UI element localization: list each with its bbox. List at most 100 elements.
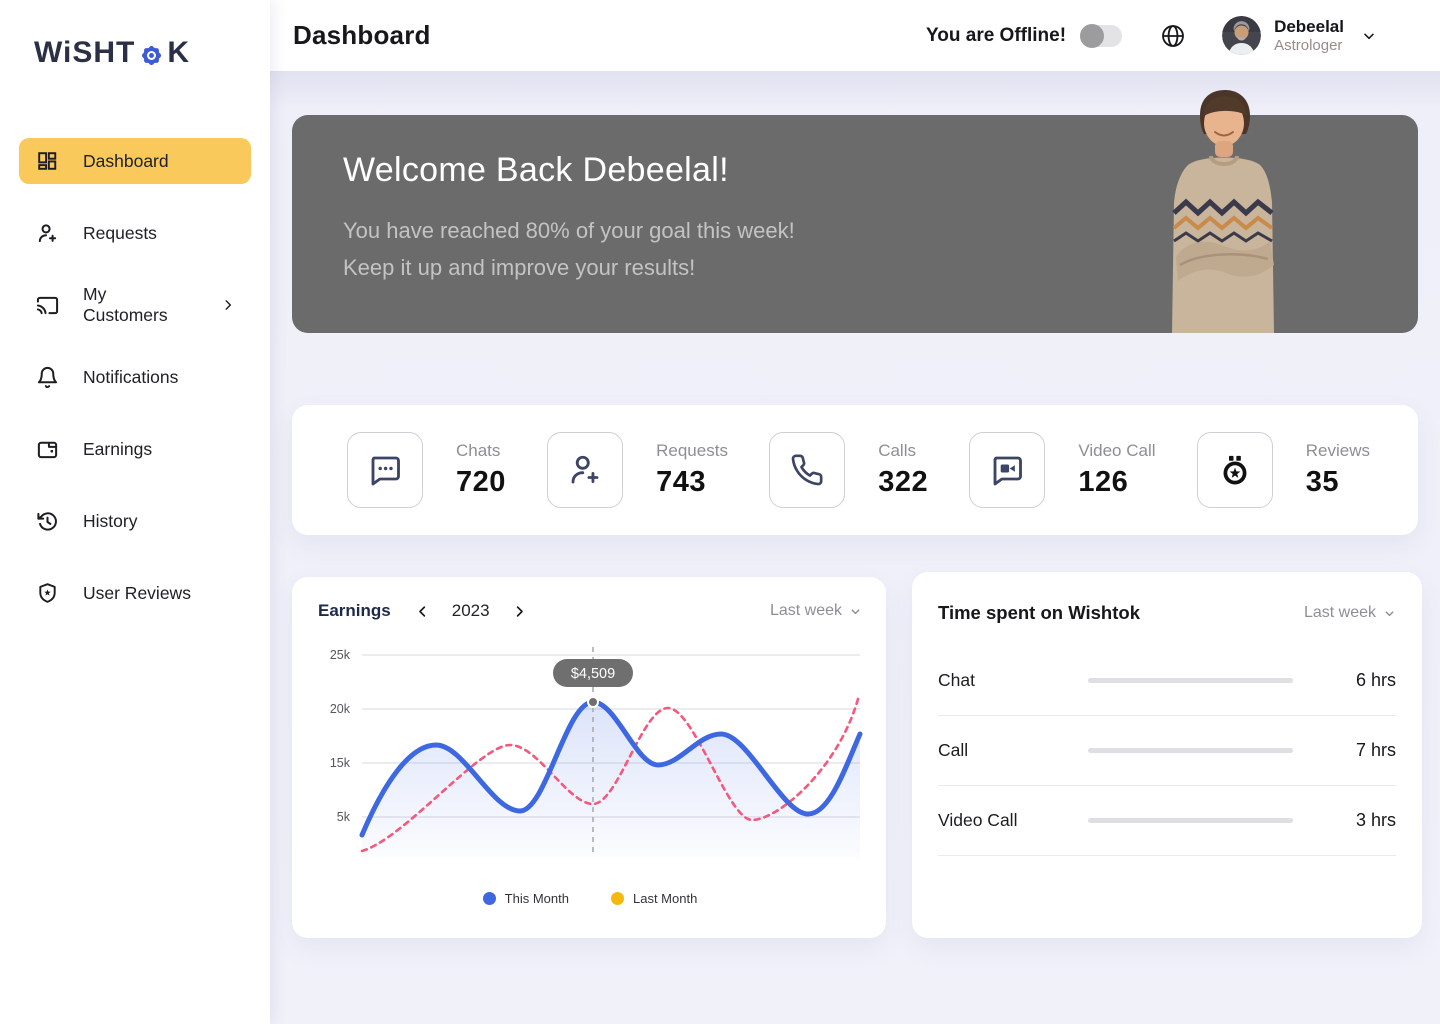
chevron-left-icon[interactable] xyxy=(415,604,430,619)
earnings-chart-card: Earnings 2023 Last week xyxy=(292,577,886,938)
stat-calls: Calls 322 xyxy=(769,432,928,508)
chart-tooltip: $4,509 xyxy=(553,659,633,687)
sidebar-item-earnings[interactable]: Earnings xyxy=(19,426,251,472)
video-chat-icon xyxy=(969,432,1046,508)
welcome-line-1: You have reached 80% of your goal this w… xyxy=(343,218,795,243)
time-row-label: Video Call xyxy=(938,810,1018,830)
time-spent-title: Time spent on Wishtok xyxy=(938,602,1140,623)
chevron-right-icon xyxy=(221,298,235,312)
sidebar-item-label: Earnings xyxy=(83,438,153,459)
stat-text: Calls 322 xyxy=(878,441,928,499)
this-month-area xyxy=(362,702,860,857)
stat-label: Calls xyxy=(878,441,916,460)
time-row-value: 6 hrs xyxy=(1355,670,1396,690)
yellow-dot-icon xyxy=(610,892,624,905)
this-month-line xyxy=(359,699,863,838)
history-clock-icon xyxy=(35,509,59,533)
wallet-icon xyxy=(35,437,59,461)
logo-text-left: WiSHT xyxy=(34,36,136,69)
user-avatar[interactable] xyxy=(1222,16,1262,55)
earnings-header: Earnings 2023 Last week xyxy=(318,601,862,621)
sidebar-item-label: User Reviews xyxy=(83,582,191,603)
legend-label: This Month xyxy=(504,891,569,906)
sidebar-item-label: My Customers xyxy=(83,284,168,325)
globe-icon[interactable] xyxy=(1160,23,1186,49)
person-add-icon xyxy=(547,432,624,508)
legend-label: Last Month xyxy=(632,891,698,906)
stats-summary-card: Chats 720 Requests 743 xyxy=(292,405,1418,535)
stat-label: Reviews xyxy=(1305,441,1370,460)
page-title: Dashboard xyxy=(293,20,431,50)
time-row-video-call: Video Call 3 hrs xyxy=(938,786,1396,856)
time-row-call: Call 7 hrs xyxy=(938,716,1396,786)
year-navigation: 2023 xyxy=(415,601,527,621)
chevron-down-icon xyxy=(1385,610,1394,616)
time-spent-range-dropdown[interactable]: Last week xyxy=(1304,604,1396,622)
stat-value: 35 xyxy=(1305,466,1339,498)
sidebar-nav: Dashboard Requests My Customers xyxy=(0,138,270,616)
stat-value: 720 xyxy=(456,466,506,498)
wishtok-logo[interactable]: WiSHT K xyxy=(0,0,270,70)
tooltip-value: $4,509 xyxy=(571,666,615,682)
time-spent-card: Time spent on Wishtok Last week Chat 6 h… xyxy=(912,572,1422,938)
sidebar: WiSHT K Dashboard xyxy=(0,0,270,1024)
stat-text: Video Call 126 xyxy=(1078,441,1155,499)
online-status-toggle[interactable] xyxy=(1080,23,1123,48)
chat-progress-bar xyxy=(1088,678,1293,683)
sidebar-item-history[interactable]: History xyxy=(19,498,251,544)
range-label: Last week xyxy=(769,602,842,619)
earnings-range-dropdown[interactable]: Last week xyxy=(770,602,862,620)
welcome-subtitle: You have reached 80% of your goal this w… xyxy=(343,212,1418,286)
chevron-right-icon[interactable] xyxy=(512,604,527,619)
stat-value: 322 xyxy=(878,466,929,498)
ytick-25k: 25k xyxy=(330,648,351,662)
time-spent-header: Time spent on Wishtok Last week xyxy=(938,572,1396,646)
sidebar-item-label: Requests xyxy=(83,222,157,243)
ytick-20k: 20k xyxy=(330,702,351,716)
sidebar-item-my-customers[interactable]: My Customers xyxy=(19,282,251,328)
gear-icon xyxy=(142,45,162,65)
time-row-label: Call xyxy=(938,740,969,760)
sidebar-item-label: Dashboard xyxy=(83,150,169,171)
sidebar-item-label: Notifications xyxy=(83,366,179,387)
earnings-title: Earnings xyxy=(318,601,391,620)
dashboard-grid-icon xyxy=(35,149,59,173)
user-name: Debeelal xyxy=(1274,17,1344,37)
sidebar-item-notifications[interactable]: Notifications xyxy=(19,354,251,400)
time-row-chat: Chat 6 hrs xyxy=(938,646,1396,716)
earnings-line-chart: 25k 20k 15k 5k $4,509 xyxy=(318,639,863,887)
sidebar-item-dashboard[interactable]: Dashboard xyxy=(19,138,251,184)
user-menu[interactable]: Debeelal Astrologer xyxy=(1274,17,1344,54)
chevron-down-icon[interactable] xyxy=(1361,28,1377,44)
person-add-icon xyxy=(35,221,59,245)
stat-video-call: Video Call 126 xyxy=(969,432,1156,508)
call-progress-bar xyxy=(1088,748,1293,753)
chevron-down-icon xyxy=(851,608,860,614)
tooltip-marker-dot xyxy=(587,696,599,708)
banner-person-photo xyxy=(1148,85,1298,333)
legend-last-month: Last Month xyxy=(610,891,698,906)
sidebar-item-requests[interactable]: Requests xyxy=(19,210,251,256)
stat-label: Requests xyxy=(656,441,728,460)
welcome-banner: Welcome Back Debeelal! You have reached … xyxy=(292,90,1418,333)
legend-this-month: This Month xyxy=(482,891,569,906)
shield-star-icon xyxy=(35,581,59,605)
range-label: Last week xyxy=(1303,604,1376,621)
header-controls: You are Offline! Debee xyxy=(926,16,1377,55)
sidebar-item-user-reviews[interactable]: User Reviews xyxy=(19,570,251,616)
stat-label: Chats xyxy=(456,441,501,460)
sidebar-item-label: History xyxy=(83,510,138,531)
main-content: Welcome Back Debeelal! You have reached … xyxy=(270,71,1440,1024)
time-row-value: 7 hrs xyxy=(1355,740,1396,760)
stat-text: Requests 743 xyxy=(656,441,728,499)
medal-star-icon xyxy=(1196,432,1273,508)
chat-bubble-icon xyxy=(347,432,423,508)
phone-icon xyxy=(769,432,846,508)
stat-value: 743 xyxy=(656,466,707,498)
year-label: 2023 xyxy=(451,601,490,620)
time-row-label: Chat xyxy=(938,670,975,690)
chart-legend: This Month Last Month xyxy=(318,891,862,906)
stat-reviews: Reviews 35 xyxy=(1196,432,1370,508)
video-call-progress-bar xyxy=(1088,818,1293,823)
stat-requests: Requests 743 xyxy=(547,432,728,508)
